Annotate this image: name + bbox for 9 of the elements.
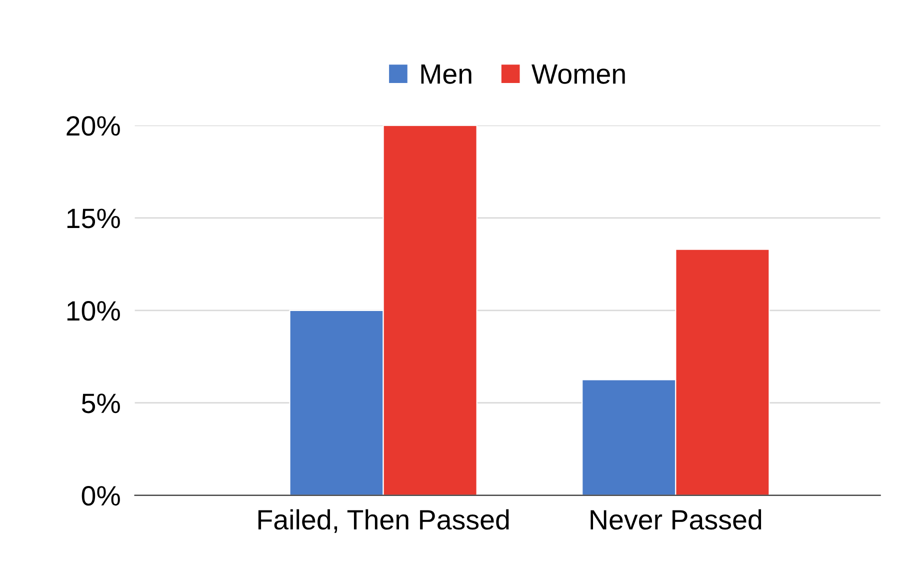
y-tick-label: 5% — [82, 394, 120, 414]
x-tick-label: Never Passed — [590, 509, 762, 530]
y-tick-label: 20% — [66, 116, 120, 136]
legend-label: Men — [421, 64, 472, 84]
y-tick-label: 10% — [67, 301, 120, 321]
y-tick-label: 0% — [82, 486, 120, 506]
legend-label: Women — [532, 64, 625, 84]
y-tick-label: 15% — [67, 208, 120, 228]
x-tick-label: Failed, Then Passed — [258, 509, 509, 533]
